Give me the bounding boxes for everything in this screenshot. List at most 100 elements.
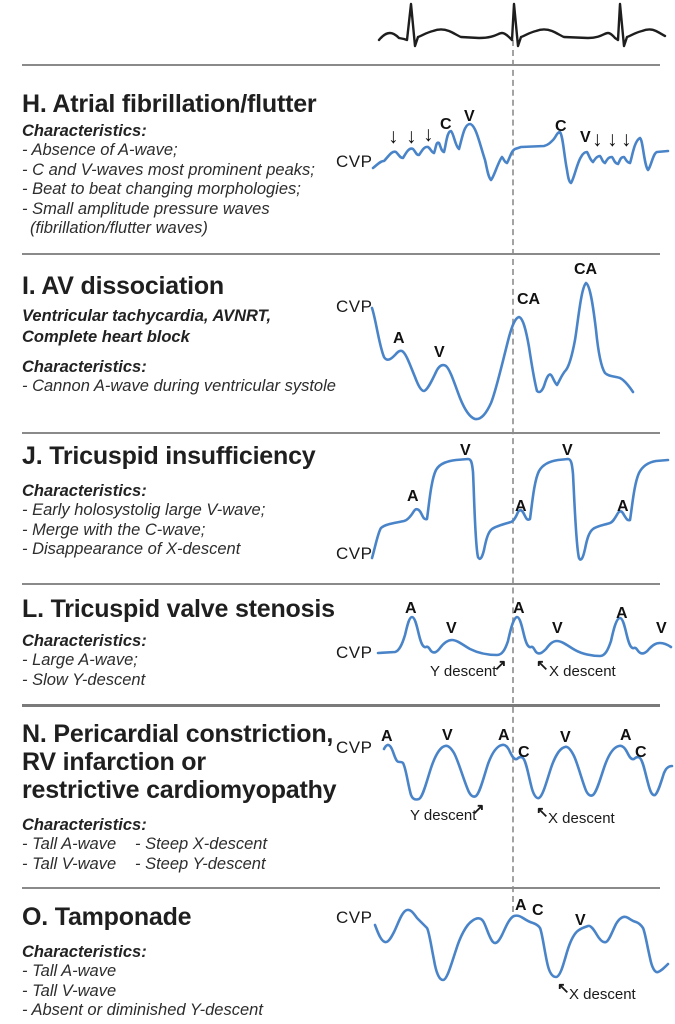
wave-peak-label: A — [381, 728, 393, 745]
section-n-title: RV infarction or — [22, 748, 206, 776]
wave-peak-label: C — [518, 744, 530, 761]
characteristics-label: Characteristics: — [22, 816, 147, 834]
cvp-axis-label: CVP — [336, 908, 373, 927]
wave-peak-label: CA — [574, 261, 598, 278]
characteristics-label: Characteristics: — [22, 632, 147, 650]
flutter-wave-arrow-icon: ↓ — [592, 128, 603, 151]
section-divider — [22, 887, 660, 889]
bullet: - Merge with the C-wave; — [22, 520, 206, 539]
bullet: - Steep X-descent — [135, 835, 268, 853]
wave-peak-label: V — [464, 108, 475, 125]
x-descent-annotation: X descent — [549, 663, 616, 680]
section-i-title: I. AV dissociation — [22, 272, 224, 300]
y-descent-annotation: Y descent — [430, 663, 497, 680]
cvp-waveform-pericardial-constriction — [382, 743, 674, 801]
x-descent-annotation: X descent — [548, 810, 615, 827]
bullet: - Absence of A-wave; — [22, 141, 178, 159]
wave-peak-label: A — [515, 498, 527, 515]
bullet: - Beat to beat changing morphologies; — [22, 180, 301, 198]
section-divider — [22, 253, 660, 255]
cvp-waveform-tricuspid-stenosis — [376, 615, 673, 658]
wave-peak-label: V — [434, 344, 445, 361]
characteristics-label: Characteristics: — [22, 358, 147, 376]
wave-peak-label: V — [442, 727, 453, 744]
flutter-wave-arrow-icon: ↓ — [406, 125, 417, 148]
section-n-title: N. Pericardial constriction, — [22, 720, 334, 748]
bullet: - Tall V-wave — [22, 981, 117, 1000]
wave-peak-label: A — [515, 897, 527, 914]
characteristics-label: Characteristics: — [22, 122, 147, 140]
wave-peak-label: A — [498, 727, 510, 744]
wave-peak-label: V — [656, 620, 667, 637]
arrow-up-right-icon: ↗ — [472, 801, 485, 818]
section-l-text: L. Tricuspid valve stenosis Characterist… — [22, 595, 342, 690]
section-i-subtitle: Complete heart block — [22, 328, 190, 346]
section-n-title: restrictive cardiomyopathy — [22, 776, 337, 804]
wave-peak-label: C — [555, 118, 567, 135]
cvp-waveform-afib — [371, 122, 670, 185]
cvp-axis-label: CVP — [336, 544, 373, 563]
section-l-title: L. Tricuspid valve stenosis — [22, 595, 335, 623]
flutter-wave-arrow-icon: ↓ — [388, 125, 399, 148]
bullet: - Tall V-wave — [22, 854, 117, 873]
bullet: - Steep Y-descent — [135, 854, 266, 873]
section-o-text: O. Tamponade Characteristics: - Tall A-w… — [22, 903, 342, 1021]
cvp-waveform-tricuspid-insufficiency — [370, 457, 670, 561]
y-descent-annotation: Y descent — [410, 807, 477, 824]
section-j-title: J. Tricuspid insufficiency — [22, 442, 316, 470]
wave-peak-label: A — [407, 488, 419, 505]
bullet: - Large A-wave; — [22, 651, 138, 669]
cvp-axis-label: CVP — [336, 152, 373, 171]
wave-peak-label: V — [560, 729, 571, 746]
wave-peak-label: A — [513, 600, 525, 617]
wave-peak-label: V — [562, 442, 573, 459]
wave-peak-label: V — [460, 442, 471, 459]
wave-peak-label: A — [393, 330, 405, 347]
ecg-trace — [377, 2, 667, 48]
bullet: - Slow Y-descent — [22, 670, 146, 689]
characteristics-label: Characteristics: — [22, 482, 147, 500]
arrow-up-left-icon: ↖ — [536, 657, 549, 674]
flutter-wave-arrow-icon: ↓ — [621, 128, 632, 151]
cvp-axis-label: CVP — [336, 643, 373, 662]
wave-peak-label: V — [575, 912, 586, 929]
bullet: - Small amplitude pressure waves — [22, 199, 270, 218]
characteristics-label: Characteristics: — [22, 943, 147, 961]
section-divider — [22, 583, 660, 585]
section-divider — [22, 704, 660, 707]
arrow-up-left-icon: ↖ — [536, 804, 549, 821]
wave-peak-label: C — [532, 902, 544, 919]
bullet: - Disappearance of X-descent — [22, 540, 241, 558]
bullet: - Tall A-wave — [22, 835, 117, 853]
wave-peak-label: C — [440, 116, 452, 133]
cvp-waveform-tamponade — [373, 908, 670, 982]
section-j-text: J. Tricuspid insufficiency Characteristi… — [22, 442, 342, 560]
wave-peak-label: V — [552, 620, 563, 637]
bullet: - Early holosystolig large V-wave; — [22, 501, 266, 519]
section-i-subtitle: Ventricular tachycardia, AVNRT, — [22, 307, 272, 325]
bullet: - Tall A-wave — [22, 962, 117, 980]
cvp-waveform-av-dissociation — [370, 281, 635, 421]
bullet: (fibrillation/flutter waves) — [30, 219, 208, 237]
arrow-up-right-icon: ↗ — [494, 657, 507, 674]
wave-peak-label: A — [616, 605, 628, 622]
wave-peak-label: V — [580, 129, 591, 146]
wave-peak-label: A — [617, 498, 629, 515]
bullet: - Cannon A-wave during ventricular systo… — [22, 377, 336, 395]
section-n-text: N. Pericardial constriction, RV infarcti… — [22, 720, 342, 874]
flutter-wave-arrow-icon: ↓ — [607, 128, 618, 151]
section-h-title: H. Atrial fibrillation/flutter — [22, 90, 317, 118]
section-divider — [22, 432, 660, 434]
bullet: - Absent or diminished Y-descent — [22, 1001, 263, 1019]
arrow-up-left-icon: ↖ — [557, 980, 570, 997]
section-divider — [22, 64, 660, 66]
qrs-alignment-dashed-line — [512, 40, 514, 912]
wave-peak-label: V — [446, 620, 457, 637]
bullet: - C and V-waves most prominent peaks; — [22, 160, 315, 179]
x-descent-annotation: X descent — [569, 986, 636, 1003]
cvp-axis-label: CVP — [336, 738, 373, 757]
wave-peak-label: A — [620, 727, 632, 744]
section-o-title: O. Tamponade — [22, 903, 192, 931]
wave-peak-label: CA — [517, 291, 541, 308]
